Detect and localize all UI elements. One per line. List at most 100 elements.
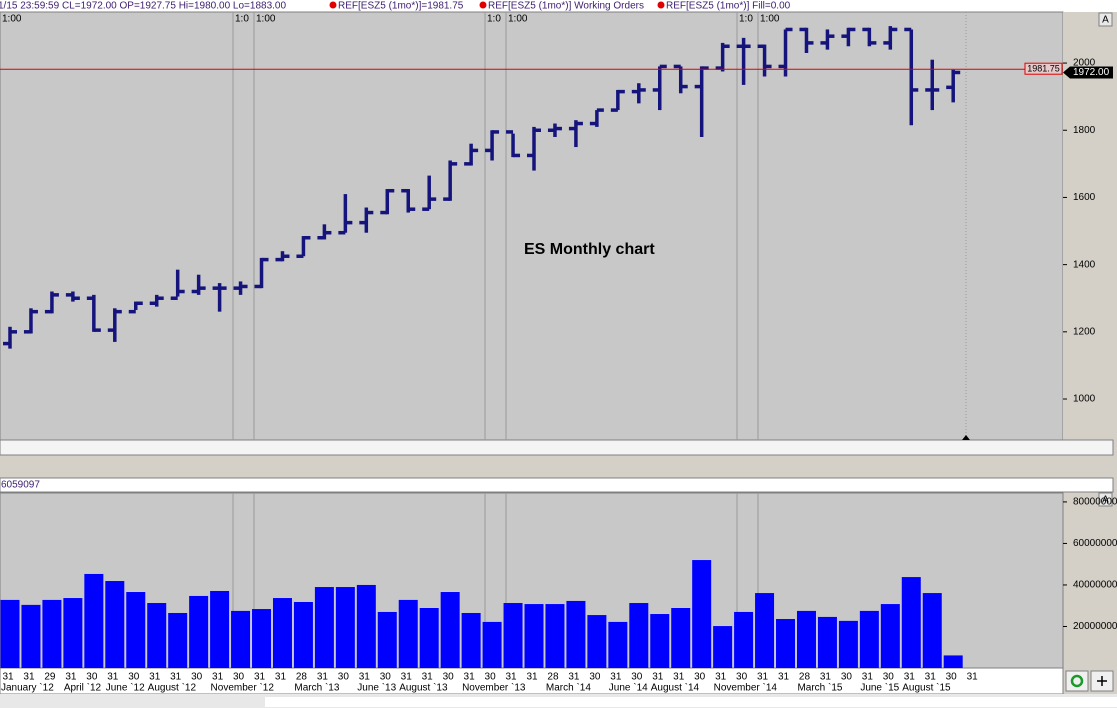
scale-button-label[interactable]: A bbox=[1102, 15, 1109, 26]
time-label: 1:00 bbox=[2, 14, 22, 25]
volume-bar bbox=[901, 577, 921, 668]
volume-bar bbox=[943, 655, 963, 668]
x-tick-label: 30 bbox=[233, 672, 245, 683]
x-tick-label: 28 bbox=[547, 672, 559, 683]
x-tick-label: 31 bbox=[904, 672, 916, 683]
x-tick-label: 31 bbox=[862, 672, 874, 683]
x-tick-label: 31 bbox=[317, 672, 329, 683]
x-tick-label: 30 bbox=[694, 672, 706, 683]
volume-bar bbox=[461, 612, 481, 668]
volume-bar bbox=[922, 593, 942, 668]
x-tick-label: 31 bbox=[757, 672, 769, 683]
x-tick-label: 31 bbox=[401, 672, 413, 683]
volume-bar bbox=[608, 621, 628, 668]
volume-bar bbox=[168, 612, 188, 668]
pane-separator bbox=[0, 439, 1114, 456]
volume-bar bbox=[587, 615, 607, 668]
price-pane bbox=[0, 11, 1064, 441]
volume-bar bbox=[566, 600, 586, 668]
volume-label: 6059097 bbox=[1, 480, 40, 491]
x-tick-label: 31 bbox=[673, 672, 685, 683]
x-tick-label: 31 bbox=[254, 672, 266, 683]
month-label: March `14 bbox=[546, 682, 591, 694]
volume-bar bbox=[713, 626, 733, 668]
volume-bar bbox=[419, 608, 439, 668]
volume-bar bbox=[314, 587, 334, 668]
refresh-button[interactable] bbox=[1065, 670, 1089, 692]
y-tick-label: 1400 bbox=[1073, 259, 1096, 270]
y-tick-label: 1000 bbox=[1073, 394, 1096, 405]
order-dot bbox=[329, 1, 337, 9]
x-tick-label: 31 bbox=[170, 672, 182, 683]
x-tick-label: 31 bbox=[359, 672, 371, 683]
time-label: 1:00 bbox=[760, 14, 780, 25]
time-label: 1:0 bbox=[235, 14, 249, 25]
volume-bar bbox=[189, 595, 209, 668]
y-tick-label: 20000000 bbox=[1073, 621, 1117, 632]
volume-bar bbox=[545, 604, 565, 668]
volume-bar bbox=[817, 616, 837, 668]
time-label: 1:0 bbox=[739, 14, 753, 25]
fill-text: REF[ESZ5 (1mo*)] Fill=0.00 bbox=[666, 1, 791, 12]
volume-bar bbox=[272, 598, 292, 668]
month-label: March `13 bbox=[294, 682, 339, 694]
x-tick-label: 31 bbox=[610, 672, 622, 683]
x-tick-label: 30 bbox=[841, 672, 853, 683]
x-tick-label: 31 bbox=[107, 672, 119, 683]
scale-button[interactable] bbox=[1098, 12, 1113, 27]
y-tick-label: 1600 bbox=[1073, 192, 1096, 203]
month-label: November `14 bbox=[714, 682, 778, 694]
x-tick-label: 31 bbox=[275, 672, 287, 683]
volume-bar bbox=[293, 601, 313, 668]
x-tick-label: 30 bbox=[443, 672, 455, 683]
x-tick-label: 30 bbox=[86, 672, 98, 683]
status-text: 1/15 23:59:59 CL=1972.00 OP=1927.75 Hi=1… bbox=[0, 1, 286, 12]
volume-bar bbox=[21, 604, 41, 668]
month-label: August `14 bbox=[651, 682, 700, 694]
order-dot bbox=[657, 1, 665, 9]
header-strip bbox=[0, 0, 1117, 12]
volume-bar bbox=[734, 611, 754, 668]
month-label: June `13 bbox=[357, 682, 396, 694]
x-tick-label: 30 bbox=[380, 672, 392, 683]
volume-bar bbox=[147, 603, 167, 668]
zoom-icon[interactable] bbox=[1097, 676, 1107, 686]
volume-bar bbox=[796, 610, 816, 668]
x-tick-label: 31 bbox=[820, 672, 832, 683]
volume-bar bbox=[482, 621, 502, 668]
month-label: June `12 bbox=[106, 682, 145, 694]
volume-bar bbox=[42, 599, 62, 668]
refresh-icon[interactable] bbox=[1070, 674, 1084, 688]
volume-bar bbox=[524, 604, 544, 668]
x-tick-label: 30 bbox=[128, 672, 140, 683]
volume-bar bbox=[880, 604, 900, 668]
x-tick-label: 28 bbox=[296, 672, 308, 683]
scale-button[interactable] bbox=[1098, 492, 1113, 507]
volume-bar bbox=[252, 609, 272, 668]
x-tick-label: 30 bbox=[883, 672, 895, 683]
x-tick-label: 31 bbox=[464, 672, 476, 683]
volume-bar bbox=[356, 584, 376, 668]
month-label: August `12 bbox=[148, 682, 197, 694]
y-tick-label: 1800 bbox=[1073, 125, 1096, 136]
scale-button-label[interactable]: A bbox=[1102, 495, 1109, 506]
volume-bar bbox=[503, 603, 523, 668]
volume-bar bbox=[210, 590, 230, 668]
last-value-label: 1972.00 bbox=[1073, 67, 1110, 78]
volume-bar bbox=[63, 598, 83, 668]
x-tick-label: 31 bbox=[422, 672, 434, 683]
y-tick-label: 1200 bbox=[1073, 326, 1096, 337]
x-tick-label: 31 bbox=[212, 672, 224, 683]
reference-label: 1981.75 bbox=[1027, 64, 1060, 74]
volume-bar bbox=[755, 593, 775, 668]
volume-bar bbox=[671, 608, 691, 668]
last-value-box bbox=[1063, 66, 1113, 79]
time-label: 1:00 bbox=[508, 14, 528, 25]
month-label: March `15 bbox=[797, 682, 842, 694]
month-label: April `12 bbox=[64, 682, 102, 694]
scroll-thumb[interactable] bbox=[265, 697, 1117, 707]
volume-bar bbox=[84, 573, 104, 668]
month-label: June `14 bbox=[609, 682, 648, 694]
chart-title: ES Monthly chart bbox=[524, 241, 655, 258]
time-label: 1:00 bbox=[256, 14, 276, 25]
